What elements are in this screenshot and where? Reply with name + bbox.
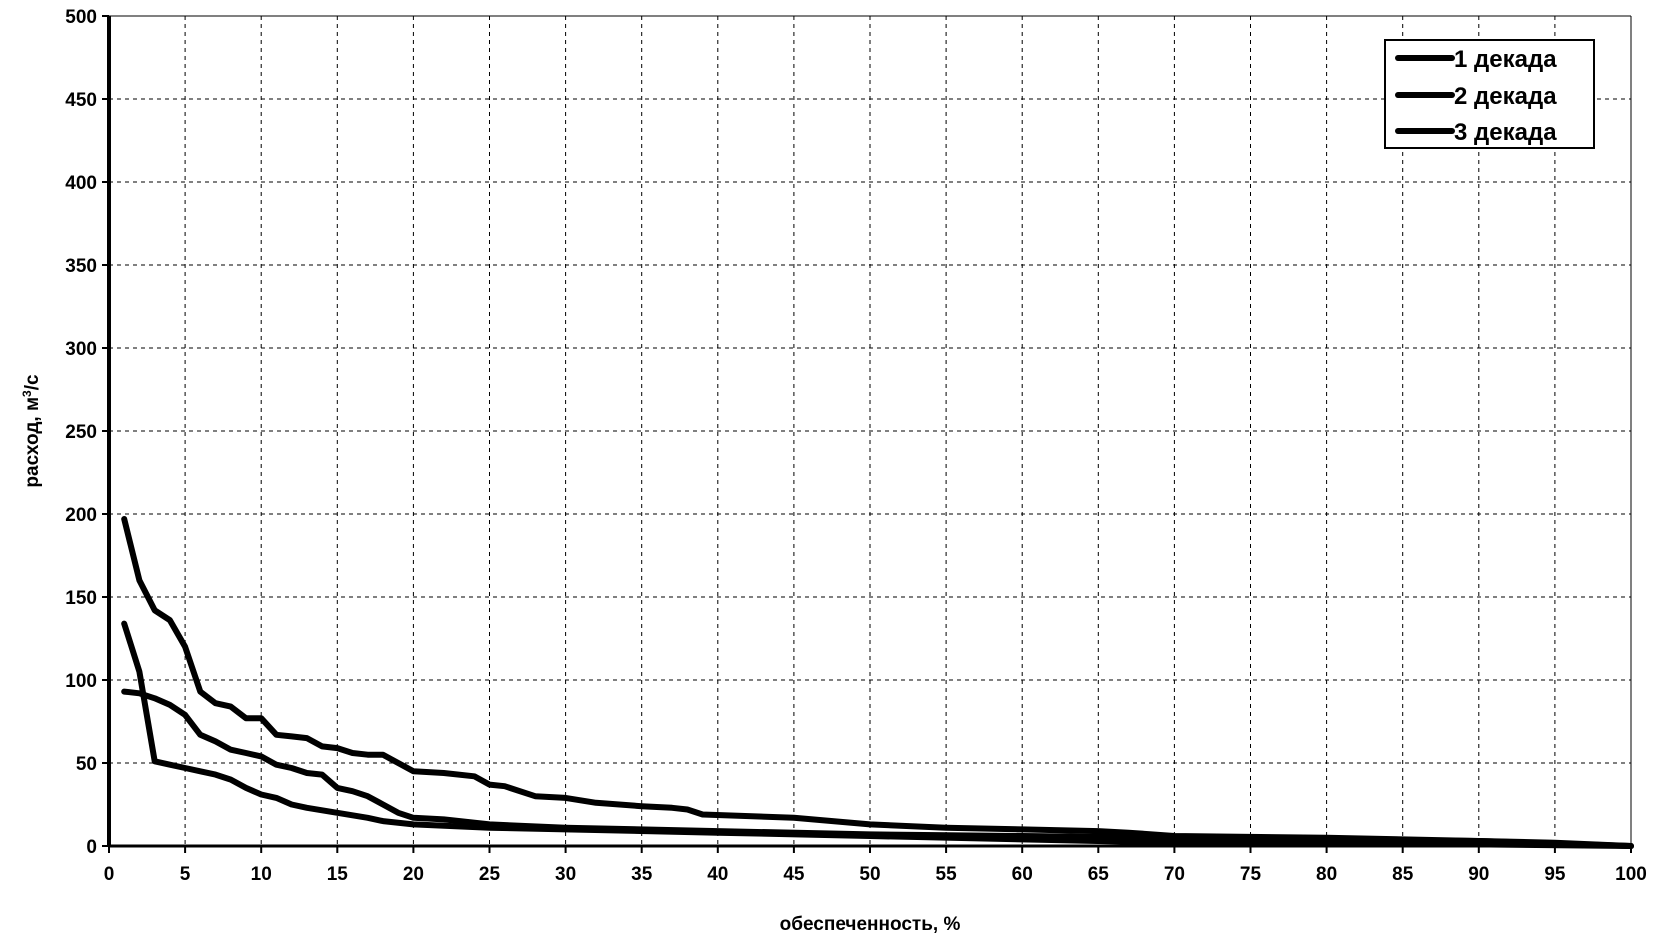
x-tick-label: 25 [479,864,501,885]
y-tick-label: 50 [76,754,97,775]
y-tick-label: 500 [65,7,97,28]
y-tick-label: 350 [65,256,97,277]
y-tick-label: 250 [65,422,97,443]
x-tick-label: 10 [251,864,272,885]
x-tick-label: 80 [1316,864,1337,885]
x-tick-label: 85 [1392,864,1414,885]
legend: 1 декада 2 декада 3 декада [1384,39,1595,149]
tick-labels: 0 5 10 15 20 25 30 35 40 45 50 55 60 65 70 75 80 85 90 95 10… [65,7,1647,885]
x-tick-label: 55 [936,864,958,885]
x-tick-label: 40 [707,864,728,885]
x-tick-label: 35 [631,864,653,885]
series-line-3 [121,620,1634,849]
series-lines [121,516,1634,849]
x-tick-label: 100 [1615,864,1647,885]
x-tick-label: 65 [1088,864,1110,885]
y-tick-label: 0 [86,837,97,858]
y-axis-title: расход, м3/с [20,374,43,488]
x-tick-label: 20 [403,864,424,885]
x-tick-label: 30 [555,864,576,885]
x-tick-label: 5 [180,864,191,885]
x-tick-label: 50 [859,864,880,885]
y-axis-title-sup: 3 [20,390,34,397]
series-line-1 [121,516,1634,849]
legend-label-2: 2 декада [1454,83,1557,110]
x-tick-label: 95 [1544,864,1566,885]
x-tick-label: 15 [327,864,349,885]
y-tick-label: 100 [65,671,97,692]
legend-label-1: 1 декада [1454,46,1557,73]
x-tick-label: 60 [1012,864,1033,885]
x-axis-title: обеспеченность, % [780,914,961,935]
axes [102,15,1632,853]
y-tick-label: 450 [65,90,97,111]
y-tick-label: 200 [65,505,97,526]
legend-label-3: 3 декада [1454,119,1557,146]
y-axis-title-main: расход, м [22,397,43,488]
x-tick-label: 45 [783,864,805,885]
x-tick-label: 90 [1468,864,1489,885]
y-tick-label: 300 [65,339,97,360]
y-tick-label: 400 [65,173,97,194]
y-tick-label: 150 [65,588,97,609]
y-axis-title-tail: /с [22,374,43,390]
x-tick-label: 0 [104,864,115,885]
x-tick-label: 75 [1240,864,1262,885]
x-tick-label: 70 [1164,864,1185,885]
